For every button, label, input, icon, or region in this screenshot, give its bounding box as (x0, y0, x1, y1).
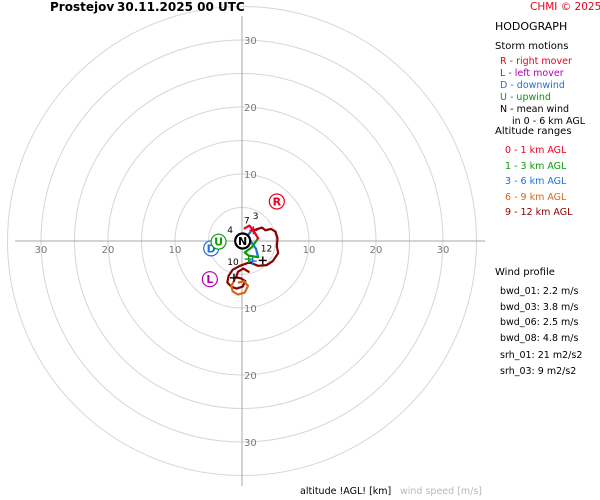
srh-item-0: srh_01: 21 m2/s2 (500, 350, 583, 361)
datetime: 30.11.2025 00 UTC (117, 0, 245, 14)
svg-text:R: R (273, 195, 282, 208)
x-tick-label-1: 20 (102, 245, 115, 256)
x-axis-label: altitude !AGL! [km] (300, 486, 392, 497)
trace-series-3 (230, 277, 250, 296)
trace-series-2 (246, 229, 260, 259)
cross-marker-4 (229, 273, 238, 282)
trace-series-4 (226, 226, 280, 290)
trace-series-0 (243, 224, 260, 240)
height-label-2: 4 (227, 226, 233, 236)
storm-motion-item-2: D - downwind (500, 80, 565, 91)
cross-marker-1 (244, 255, 253, 264)
trace-markers (229, 226, 267, 282)
cross-marker-0 (249, 226, 258, 235)
storm-motion-symbols: R L DU N (201, 193, 285, 288)
altitude-range-item-2: 3 - 6 km AGL (505, 176, 567, 187)
storm-motion-r: R (268, 193, 285, 210)
x-tick-label-3: 10 (303, 245, 316, 256)
tick-labels: 30 20 10 10 20 30 30 20 10 10 20 30 (35, 36, 450, 449)
storm-motion-n: N (234, 232, 252, 250)
height-label-4: 10 (227, 258, 239, 268)
altitude-ranges-title: Altitude ranges (495, 126, 572, 137)
height-label-3: 12 (261, 245, 272, 255)
height-label-0: 3 (253, 212, 259, 222)
y-tick-label-1: 20 (244, 103, 257, 114)
y-tick-label-5: 30 (244, 438, 257, 449)
y-tick-label-0: 30 (244, 36, 257, 47)
height-labels: 37 4 12 10 (227, 212, 272, 268)
storm-motion-item-0: R - right mover (500, 56, 572, 67)
altitude-range-item-0: 0 - 1 km AGL (505, 145, 567, 156)
storm-motion-item-5: in 0 - 6 km AGL (512, 116, 586, 127)
svg-text:U: U (214, 236, 223, 249)
storm-motion-l: L (201, 271, 218, 288)
wind-profile-item-1: bwd_03: 3.8 m/s (500, 301, 579, 313)
y-tick-label-4: 20 (244, 371, 257, 382)
wind-profile-item-0: bwd_01: 2.2 m/s (500, 286, 579, 297)
storm-motion-item-4: N - mean wind (500, 104, 569, 115)
altitude-range-item-3: 6 - 9 km AGL (505, 191, 567, 203)
panel-title: HODOGRAPH (495, 20, 568, 33)
storm-motion-item-1: L - left mover (500, 68, 564, 79)
trace-series-1 (243, 237, 260, 259)
y-tick-label-2: 10 (244, 170, 257, 181)
cross-marker-2 (248, 257, 257, 266)
x-tick-label-4: 20 (370, 245, 383, 256)
wind-profile-item-2: bwd_06: 2.5 m/s (500, 317, 579, 328)
cross-marker-3 (258, 256, 267, 265)
storm-motions-title: Storm motions (495, 41, 569, 52)
y-tick-label-3: 10 (244, 304, 257, 315)
unit-label: wind speed [m/s] (400, 486, 483, 497)
height-label-1: 7 (244, 217, 250, 227)
wind-profile-item-3: bwd_08: 4.8 m/s (500, 332, 579, 344)
storm-motion-item-3: U - upwind (500, 92, 551, 103)
wind-profile-title: Wind profile (495, 267, 555, 278)
storm-motion-u: U (210, 233, 227, 250)
srh-item-1: srh_03: 9 m2/s2 (500, 365, 577, 377)
x-tick-label-0: 30 (35, 245, 48, 256)
credit: CHMI © 2025 (530, 1, 600, 13)
x-tick-label-2: 10 (169, 245, 182, 256)
svg-text:D: D (207, 242, 216, 255)
altitude-range-item-4: 9 - 12 km AGL (505, 207, 573, 218)
station-name: Prostejov (50, 0, 115, 14)
svg-text:L: L (206, 273, 213, 286)
x-tick-label-5: 30 (437, 245, 450, 256)
altitude-range-item-1: 1 - 3 km AGL (505, 160, 567, 172)
svg-text:N: N (238, 235, 247, 248)
hodograph-traces (226, 224, 280, 296)
